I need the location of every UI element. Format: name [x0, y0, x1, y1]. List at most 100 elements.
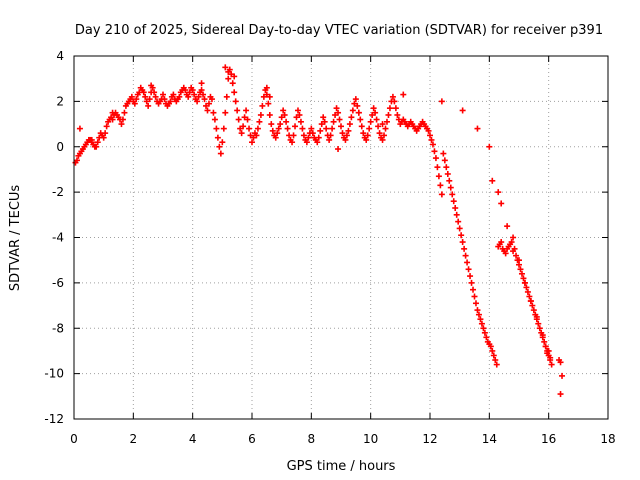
data-point — [471, 293, 478, 300]
data-point — [314, 139, 321, 146]
data-point — [246, 125, 253, 132]
data-point — [461, 245, 468, 252]
y-axis-label: SDTVAR / TECUs — [8, 185, 23, 292]
data-point — [557, 391, 564, 398]
data-point — [357, 116, 364, 123]
data-point — [256, 118, 263, 125]
data-point — [320, 114, 327, 121]
data-point — [490, 352, 497, 359]
data-point — [477, 316, 484, 323]
data-point — [541, 338, 548, 345]
data-point — [383, 118, 390, 125]
data-point — [330, 118, 337, 125]
data-point — [103, 123, 110, 130]
data-point — [355, 109, 362, 116]
data-point — [235, 116, 242, 123]
data-point — [394, 111, 401, 118]
data-point — [456, 225, 463, 232]
data-point — [201, 96, 208, 103]
data-point — [455, 218, 462, 225]
data-point — [474, 307, 481, 314]
gridlines — [74, 56, 608, 419]
data-point — [94, 139, 101, 146]
data-point — [458, 232, 465, 239]
data-point — [358, 123, 365, 130]
data-point — [238, 130, 245, 137]
data-point — [557, 359, 564, 366]
data-point — [487, 343, 494, 350]
data-point — [151, 89, 158, 96]
data-point — [530, 307, 537, 314]
data-point — [289, 139, 296, 146]
data-point — [249, 139, 255, 146]
data-point — [518, 270, 525, 277]
axis-ticks — [73, 55, 609, 420]
data-point — [185, 93, 192, 100]
data-point — [437, 182, 444, 189]
data-point — [468, 279, 475, 286]
data-point — [131, 100, 138, 107]
data-point — [102, 130, 109, 137]
data-point — [121, 109, 128, 116]
data-point — [303, 139, 310, 146]
data-point — [427, 132, 433, 139]
data-point — [542, 343, 549, 350]
x-tick-label: 14 — [482, 432, 497, 446]
data-point — [225, 68, 232, 75]
data-point — [263, 84, 270, 91]
data-point — [274, 130, 281, 137]
data-point — [220, 125, 227, 132]
x-tick-label: 16 — [541, 432, 556, 446]
data-point — [508, 239, 515, 246]
data-point — [189, 87, 196, 94]
data-point — [450, 198, 457, 205]
data-point — [299, 125, 306, 132]
data-point — [363, 136, 370, 143]
data-point — [489, 347, 496, 354]
data-point — [280, 107, 287, 114]
x-axis-label: GPS time / hours — [287, 459, 396, 474]
data-point — [119, 116, 126, 123]
data-point — [335, 146, 342, 153]
data-point — [386, 105, 393, 112]
data-point — [511, 245, 518, 252]
data-point — [211, 116, 218, 123]
data-point — [222, 109, 229, 116]
data-point — [444, 170, 451, 177]
x-tick-label: 12 — [422, 432, 437, 446]
data-point — [443, 164, 450, 171]
data-point — [354, 102, 361, 109]
data-point — [243, 107, 250, 114]
data-point — [296, 111, 303, 118]
data-point — [283, 118, 290, 125]
data-point — [495, 189, 502, 196]
data-point — [300, 132, 307, 139]
data-point — [214, 134, 221, 141]
data-point — [146, 96, 153, 103]
data-point — [559, 372, 566, 379]
data-point — [281, 111, 288, 118]
data-point — [109, 109, 116, 116]
data-point — [269, 127, 276, 134]
data-point — [232, 98, 239, 105]
data-point — [348, 114, 355, 121]
data-point — [465, 266, 472, 273]
data-point — [372, 109, 379, 116]
data-point — [284, 125, 291, 132]
data-point — [360, 130, 367, 137]
data-point — [93, 143, 100, 150]
data-point — [431, 148, 438, 155]
data-point — [517, 266, 524, 273]
data-point — [244, 116, 251, 123]
data-point — [366, 125, 373, 132]
data-point — [182, 87, 189, 94]
data-point — [459, 239, 466, 246]
data-point — [257, 111, 264, 118]
data-point — [265, 100, 272, 107]
x-tick-label: 18 — [600, 432, 615, 446]
data-point — [225, 75, 232, 82]
data-point — [478, 320, 485, 327]
data-point — [521, 279, 528, 286]
data-point — [160, 91, 166, 98]
